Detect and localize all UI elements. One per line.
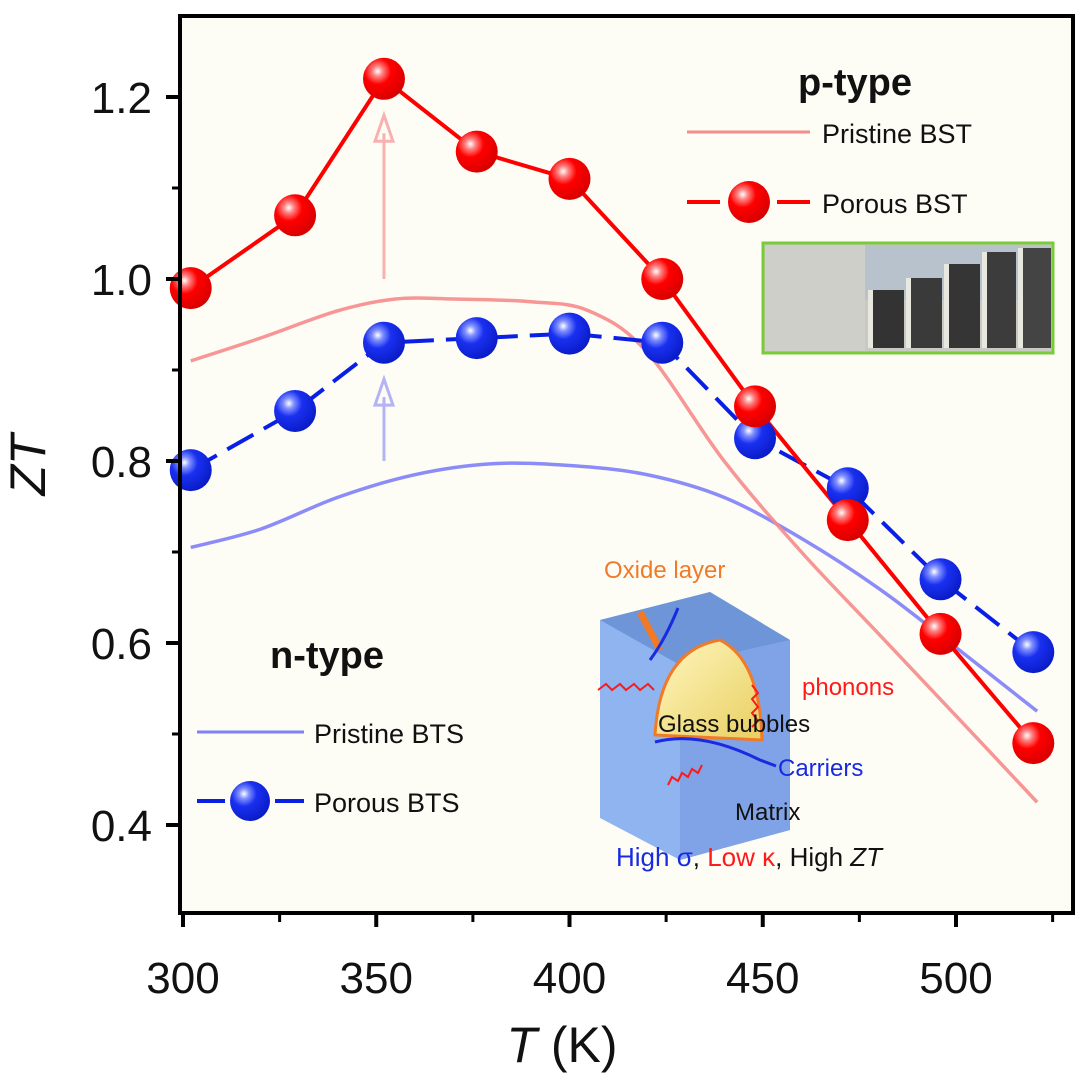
legend-p-title: p-type <box>798 62 912 104</box>
enhancement-arrow-head-1 <box>372 374 396 407</box>
legend-pristine-bst-label: Pristine BST <box>822 119 972 149</box>
summary-sep2: , High <box>775 842 850 872</box>
legend-porous-bst-label: Porous BST <box>822 189 968 219</box>
point-porous-bst-329 <box>274 194 317 237</box>
y-tick-label-1: 1.0 <box>91 256 152 305</box>
point-porous-bst-448 <box>734 385 777 428</box>
x-tick-label-400: 400 <box>533 954 606 1003</box>
x-axis-title: T (K) <box>506 1017 617 1073</box>
point-porous-bts-520 <box>1012 631 1055 674</box>
legend-porous-bts-label: Porous BTS <box>314 788 460 818</box>
series-pristine-bst-line <box>190 296 1039 804</box>
point-porous-bst-496 <box>919 612 962 655</box>
x-tick-label-500: 500 <box>919 954 992 1003</box>
plot-frame <box>178 14 1075 915</box>
y-tick-label-0.4: 0.4 <box>91 802 152 851</box>
legend-porous-bts-marker <box>230 781 270 821</box>
x-tick-label-450: 450 <box>726 954 799 1003</box>
x-axis-title-unit: (K) <box>537 1017 618 1073</box>
glass-bubbles-label: Glass bubbles <box>658 711 810 738</box>
oxide-layer-label: Oxide layer <box>604 557 725 584</box>
point-porous-bst-472 <box>826 499 869 542</box>
point-porous-bts-496 <box>919 558 962 601</box>
pore-schematic: Oxide layer phonons Glass bubbles Carrie… <box>597 557 894 872</box>
legend-n-type: n-type Pristine BTS Porous BTS <box>197 635 464 821</box>
summary-label: High σ, Low κ, High ZT <box>616 842 884 872</box>
point-porous-bts-376 <box>455 317 498 360</box>
summary-kappa: Low κ <box>707 842 776 872</box>
summary-sigma: High σ <box>616 842 693 872</box>
legend-n-title: n-type <box>270 635 384 677</box>
enhancement-arrow-head-0 <box>372 110 396 143</box>
matrix-label: Matrix <box>735 799 800 826</box>
series-porous-bst-line <box>189 75 1035 745</box>
x-tick-label-350: 350 <box>340 954 413 1003</box>
legend-porous-bst-marker <box>728 181 770 223</box>
ticks-layer: 300 350 400 450 500 0.4 0.6 0.8 1.0 1.2 <box>91 74 1055 1003</box>
summary-zt: ZT <box>849 842 884 872</box>
summary-sep1: , <box>693 842 707 872</box>
sample-photo <box>761 241 1055 355</box>
point-porous-bts-448 <box>734 417 777 460</box>
point-porous-bts-400 <box>548 312 591 355</box>
legend-pristine-bts-label: Pristine BTS <box>314 719 464 749</box>
point-porous-bts-302 <box>169 449 212 492</box>
point-porous-bts-352 <box>362 321 405 364</box>
point-porous-bst-424 <box>641 258 684 300</box>
point-porous-bst-520 <box>1012 722 1055 765</box>
point-porous-bts-472 <box>826 467 869 510</box>
point-porous-bst-376 <box>455 130 498 173</box>
y-tick-label-0.8: 0.8 <box>91 438 152 487</box>
oxide-arrow <box>636 610 664 652</box>
y-tick-label-0.6: 0.6 <box>91 620 152 669</box>
series-pristine-bts-line <box>190 461 1039 713</box>
x-tick-label-300: 300 <box>146 954 219 1003</box>
carriers-label: Carriers <box>778 755 863 782</box>
legend-p-type: p-type Pristine BST Porous BST <box>687 62 972 223</box>
series-layer <box>169 57 1055 804</box>
x-axis-title-var: T <box>506 1017 540 1073</box>
point-porous-bst-302 <box>169 267 212 310</box>
phonons-label: phonons <box>802 674 894 701</box>
y-axis-title: ZT <box>0 431 56 497</box>
series-porous-bts-line <box>189 331 1035 654</box>
point-porous-bst-400 <box>548 157 591 200</box>
point-porous-bts-329 <box>274 389 317 432</box>
point-porous-bst-352 <box>362 57 405 100</box>
y-tick-label-1.2: 1.2 <box>91 74 152 123</box>
point-porous-bts-424 <box>641 321 684 364</box>
